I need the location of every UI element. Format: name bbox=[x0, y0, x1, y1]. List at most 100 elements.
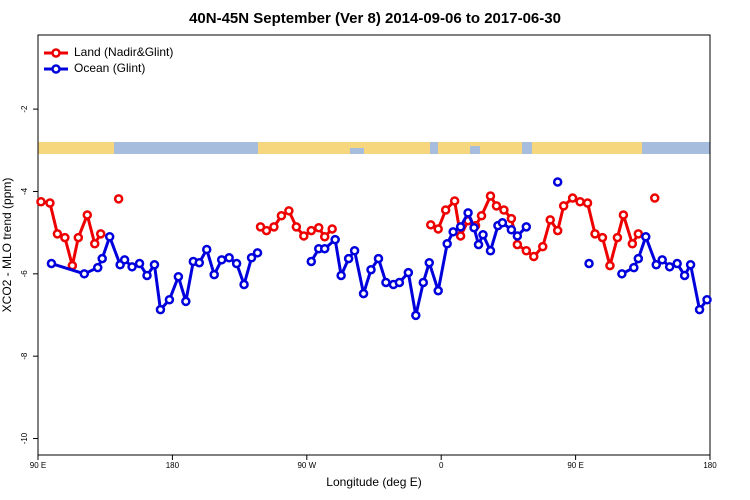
y-tick-label: -10 bbox=[20, 432, 29, 444]
data-point bbox=[641, 232, 651, 242]
y-axis-label: XCO2 - MLO trend (ppm) bbox=[0, 178, 14, 313]
ocean-band bbox=[470, 146, 480, 154]
data-point bbox=[485, 191, 496, 201]
data-point bbox=[366, 264, 376, 275]
data-point bbox=[216, 255, 227, 265]
data-point bbox=[672, 258, 682, 269]
y-tick-label: -6 bbox=[20, 270, 29, 278]
x-tick-label: 90 E bbox=[30, 461, 46, 470]
data-point bbox=[521, 246, 532, 256]
data-point bbox=[651, 260, 661, 270]
data-point bbox=[545, 215, 555, 225]
data-point bbox=[485, 246, 496, 256]
ocean-band bbox=[350, 148, 364, 154]
data-point bbox=[52, 229, 63, 239]
data-point bbox=[224, 253, 234, 263]
data-point bbox=[694, 304, 705, 315]
data-point bbox=[73, 232, 84, 243]
data-point bbox=[702, 295, 712, 305]
data-point bbox=[349, 246, 360, 256]
data-point bbox=[512, 231, 523, 241]
data-point bbox=[476, 211, 487, 221]
data-point bbox=[497, 218, 508, 228]
legend-label: Land (Nadir&Glint) bbox=[74, 45, 173, 59]
data-point bbox=[448, 227, 458, 237]
data-point bbox=[252, 248, 263, 258]
data-point bbox=[330, 234, 340, 245]
data-point bbox=[284, 206, 294, 216]
data-point bbox=[46, 258, 57, 269]
data-point bbox=[127, 262, 137, 272]
data-point bbox=[411, 310, 421, 321]
data-point bbox=[537, 241, 548, 252]
data-point bbox=[327, 224, 337, 234]
x-tick-label: 180 bbox=[703, 461, 717, 470]
data-point bbox=[629, 262, 639, 273]
x-tick-label: 90 E bbox=[567, 461, 583, 470]
data-point bbox=[506, 213, 517, 224]
legend-marker bbox=[51, 64, 61, 74]
data-point bbox=[155, 304, 166, 315]
data-point bbox=[134, 258, 145, 269]
data-point bbox=[463, 208, 473, 218]
data-point bbox=[113, 194, 124, 204]
data-point bbox=[633, 229, 644, 239]
data-point bbox=[201, 244, 212, 255]
y-tick-label: -8 bbox=[20, 352, 29, 360]
data-point bbox=[173, 271, 184, 282]
land-band bbox=[38, 142, 114, 154]
data-point bbox=[455, 231, 466, 241]
data-point bbox=[552, 225, 563, 236]
y-tick-label: -2 bbox=[20, 105, 29, 113]
data-point bbox=[231, 258, 242, 269]
data-point bbox=[633, 253, 644, 264]
data-point bbox=[319, 232, 330, 242]
data-point bbox=[239, 279, 249, 290]
plot-frame bbox=[37, 34, 711, 456]
data-point bbox=[657, 255, 667, 265]
data-point bbox=[575, 197, 585, 207]
land-ocean-strip bbox=[38, 142, 710, 154]
data-point bbox=[442, 239, 452, 249]
data-point bbox=[455, 222, 466, 232]
data-point bbox=[418, 277, 429, 288]
x-tick-label: 0 bbox=[439, 461, 444, 470]
data-point bbox=[95, 229, 106, 239]
data-point bbox=[425, 220, 436, 230]
y-tick-label: -4 bbox=[20, 187, 29, 195]
data-point bbox=[149, 260, 160, 270]
data-point bbox=[92, 262, 103, 273]
data-point bbox=[433, 224, 443, 234]
data-point bbox=[60, 232, 70, 243]
legend-marker bbox=[51, 48, 61, 58]
data-point bbox=[617, 269, 627, 279]
data-point bbox=[521, 222, 532, 232]
data-point bbox=[89, 239, 100, 249]
data-point bbox=[597, 232, 608, 243]
data-point bbox=[605, 260, 615, 271]
data-point bbox=[319, 243, 330, 254]
data-point bbox=[97, 253, 107, 264]
x-axis-label: Longitude (deg E) bbox=[326, 475, 421, 489]
data-point bbox=[584, 258, 594, 269]
data-point bbox=[582, 198, 593, 208]
data-point bbox=[45, 198, 55, 208]
data-point bbox=[491, 201, 502, 211]
data-point bbox=[291, 222, 302, 232]
data-point bbox=[552, 177, 563, 187]
data-point bbox=[194, 257, 205, 268]
data-point bbox=[685, 260, 696, 270]
data-point bbox=[618, 210, 629, 220]
data-point bbox=[558, 201, 569, 211]
data-point bbox=[313, 222, 324, 233]
legend-label: Ocean (Glint) bbox=[74, 61, 145, 75]
data-point bbox=[79, 269, 90, 279]
data-point bbox=[473, 239, 484, 250]
data-point bbox=[664, 262, 675, 272]
data-point bbox=[142, 270, 152, 281]
data-point bbox=[403, 267, 414, 278]
data-point bbox=[590, 229, 600, 239]
data-point bbox=[104, 232, 115, 242]
land-band bbox=[532, 142, 642, 154]
data-point bbox=[373, 253, 384, 264]
